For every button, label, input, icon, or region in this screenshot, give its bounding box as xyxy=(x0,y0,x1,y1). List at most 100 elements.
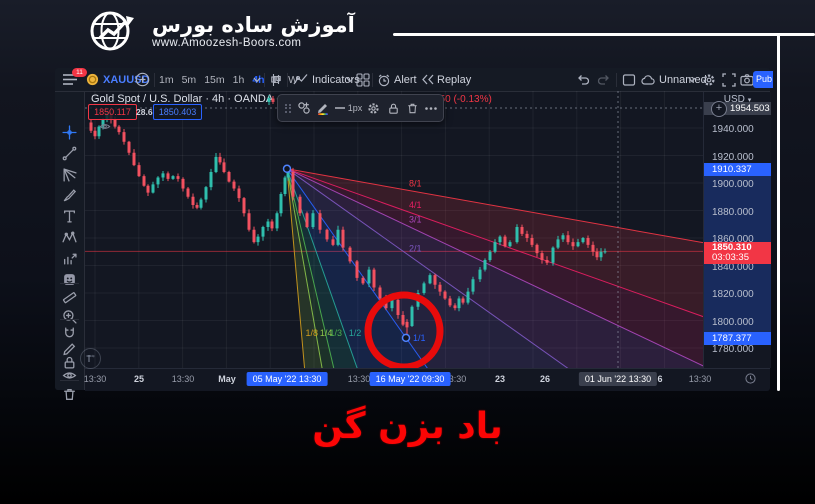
gann-fan-label-2-1: 2/1 xyxy=(409,243,422,253)
layout-chevron-icon[interactable] xyxy=(688,77,696,83)
indicator-templates-icon[interactable] xyxy=(356,73,370,87)
indicators-chevron-icon[interactable] xyxy=(346,77,354,83)
indicators-button[interactable]: Indicators xyxy=(312,74,360,86)
tradingview-watermark-icon xyxy=(80,348,101,369)
price-tick-label: 1940.000 xyxy=(712,124,754,135)
toolbar-drag-handle[interactable] xyxy=(282,103,294,113)
timeframe-1m[interactable]: 1m xyxy=(159,74,174,86)
notification-badge: 11 xyxy=(72,68,87,77)
price-tick-label: 1840.000 xyxy=(712,261,754,273)
measure-ruler-tool-icon[interactable] xyxy=(62,290,77,305)
zoom-in-tool-icon[interactable] xyxy=(62,309,77,324)
fan-top-price-label: 1910.337 xyxy=(704,162,771,176)
layout-name[interactable]: Unnamed xyxy=(659,74,707,86)
timezone-clock-icon[interactable] xyxy=(745,373,756,384)
brand-url: www.Amoozesh-Boors.com xyxy=(152,37,302,49)
sell-price-button[interactable]: 1850.117 xyxy=(88,104,137,120)
hide-all-drawings-eye-icon[interactable] xyxy=(62,368,77,383)
crosshair-tool-icon[interactable] xyxy=(62,125,77,140)
gann-fan-label-4-1: 4/1 xyxy=(409,200,422,210)
brush-tool-icon[interactable] xyxy=(62,188,77,203)
time-tick-label: 13:30 xyxy=(347,374,371,384)
top-toolbar: 11 XAUUSD 1m 5m 15m 1h 4h D W Indicators Alert xyxy=(55,68,773,92)
timeframe-15m[interactable]: 15m xyxy=(204,74,225,86)
toolbar-separator xyxy=(60,283,79,284)
screenshot-camera-icon[interactable] xyxy=(740,73,754,86)
time-tick-label: 6 xyxy=(657,374,663,384)
magnet-mode-icon[interactable] xyxy=(62,326,77,341)
lock-all-drawings-icon[interactable] xyxy=(62,355,77,370)
drawing-mode-pencil-icon[interactable] xyxy=(62,341,77,356)
price-tick-label: 1900.000 xyxy=(712,179,754,190)
remove-objects-trash-icon[interactable] xyxy=(62,387,77,402)
drawing-settings-gear-icon[interactable] xyxy=(365,98,383,118)
add-alert-plus-icon[interactable]: + xyxy=(711,101,727,117)
text-tool-icon[interactable] xyxy=(62,209,77,224)
line-width-button[interactable]: 1px xyxy=(334,103,363,113)
gann-fan-handle-1[interactable] xyxy=(282,164,292,174)
tradingview-window: 11 XAUUSD 1m 5m 15m 1h 4h D W Indicators Alert xyxy=(55,68,773,400)
brand-header: آموزش ساده بورس www.Amoozesh-Boors.com xyxy=(88,8,355,54)
time-axis[interactable]: 13:30 25 13:30 May 13:30 13:30 23 26 6 13:30 05 Ma… xyxy=(83,368,770,391)
gann-fan-label-1-2: 1/2 xyxy=(349,328,362,338)
trend-line-tool-icon[interactable] xyxy=(62,146,77,161)
gann-fan-label-1-3: 1/3 xyxy=(330,328,343,338)
settings-gear-icon[interactable] xyxy=(702,73,716,87)
price-tick-label: 1820.000 xyxy=(712,289,754,300)
price-tick-label: 1880.000 xyxy=(712,206,754,218)
lock-drawing-icon[interactable] xyxy=(384,98,402,118)
time-tick-label: 26 xyxy=(539,374,551,384)
gann-fan-label-8-1: 8/1 xyxy=(409,178,422,188)
fan-time-label-2: 16 May '22 09:30 xyxy=(369,372,451,386)
time-tick-label: 13:30 xyxy=(83,374,107,384)
cloud-save-icon[interactable] xyxy=(641,74,656,85)
time-tick-label: 13:30 xyxy=(688,374,712,384)
fullscreen-icon[interactable] xyxy=(722,73,736,87)
time-tick-label: 23 xyxy=(494,374,506,384)
decor-line-vertical xyxy=(777,33,780,391)
price-axis[interactable]: USD ▾ 1940.000 1920.000 1900.000 1880.000 18… xyxy=(703,92,771,368)
fan-time-label-1: 05 May '22 13:30 xyxy=(246,372,328,386)
spread-value: 28.6 xyxy=(136,107,153,117)
timeframe-chevron-icon[interactable] xyxy=(253,77,261,83)
timeframe-5m[interactable]: 5m xyxy=(181,74,197,86)
alert-clock-icon[interactable] xyxy=(377,73,391,87)
price-tick-label: 1800.000 xyxy=(712,316,754,328)
icons-sticker-tool-icon[interactable] xyxy=(62,272,77,287)
replay-icon[interactable] xyxy=(422,74,434,85)
hidden-indicator-eye-icon[interactable] xyxy=(99,122,111,131)
color-pencil-icon[interactable] xyxy=(314,98,332,118)
gann-fan-label-1-4: 1/4 xyxy=(320,328,333,338)
more-options-icon[interactable] xyxy=(423,98,439,118)
pattern-tool-icon[interactable] xyxy=(62,230,77,245)
price-tick-label: 1780.000 xyxy=(712,344,754,355)
delete-drawing-icon[interactable] xyxy=(403,98,421,118)
price-axis-currency[interactable]: USD ▾ xyxy=(723,94,752,105)
floating-drawing-toolbar: 1px xyxy=(277,94,444,122)
decor-line-horizontal xyxy=(393,33,815,36)
chart-style-icon[interactable] xyxy=(269,73,283,87)
timeframe-1h[interactable]: 1h xyxy=(232,74,245,86)
time-tick-label: 13:30 xyxy=(443,374,467,384)
symbol-logo-icon xyxy=(86,73,99,86)
layout-icon[interactable] xyxy=(622,73,636,87)
brand-globe-icon xyxy=(88,8,140,54)
undo-icon[interactable] xyxy=(576,74,590,86)
fan-bottom-price-label: 1787.377 xyxy=(704,331,771,345)
toolbar-separator xyxy=(60,319,79,320)
gann-fan-handle-2[interactable] xyxy=(401,333,411,343)
style-template-icon[interactable] xyxy=(295,98,313,118)
timeframe-W[interactable]: W xyxy=(288,74,299,86)
alert-button[interactable]: Alert xyxy=(394,74,417,86)
compare-add-icon[interactable] xyxy=(135,72,150,87)
buy-price-button[interactable]: 1850.403 xyxy=(153,104,202,120)
indicators-icon[interactable] xyxy=(293,73,308,86)
caption-gann-fan: باد بزن گن xyxy=(312,406,503,447)
replay-button[interactable]: Replay xyxy=(437,74,472,86)
price-change-text: 350 (-0.13%) xyxy=(434,94,492,105)
forecast-tool-icon[interactable] xyxy=(62,251,77,266)
time-tick-label: 25 xyxy=(133,374,145,384)
gann-fibonacci-tool-icon[interactable] xyxy=(62,167,77,182)
publish-button[interactable]: Pub xyxy=(753,71,773,88)
redo-icon[interactable] xyxy=(597,74,611,86)
